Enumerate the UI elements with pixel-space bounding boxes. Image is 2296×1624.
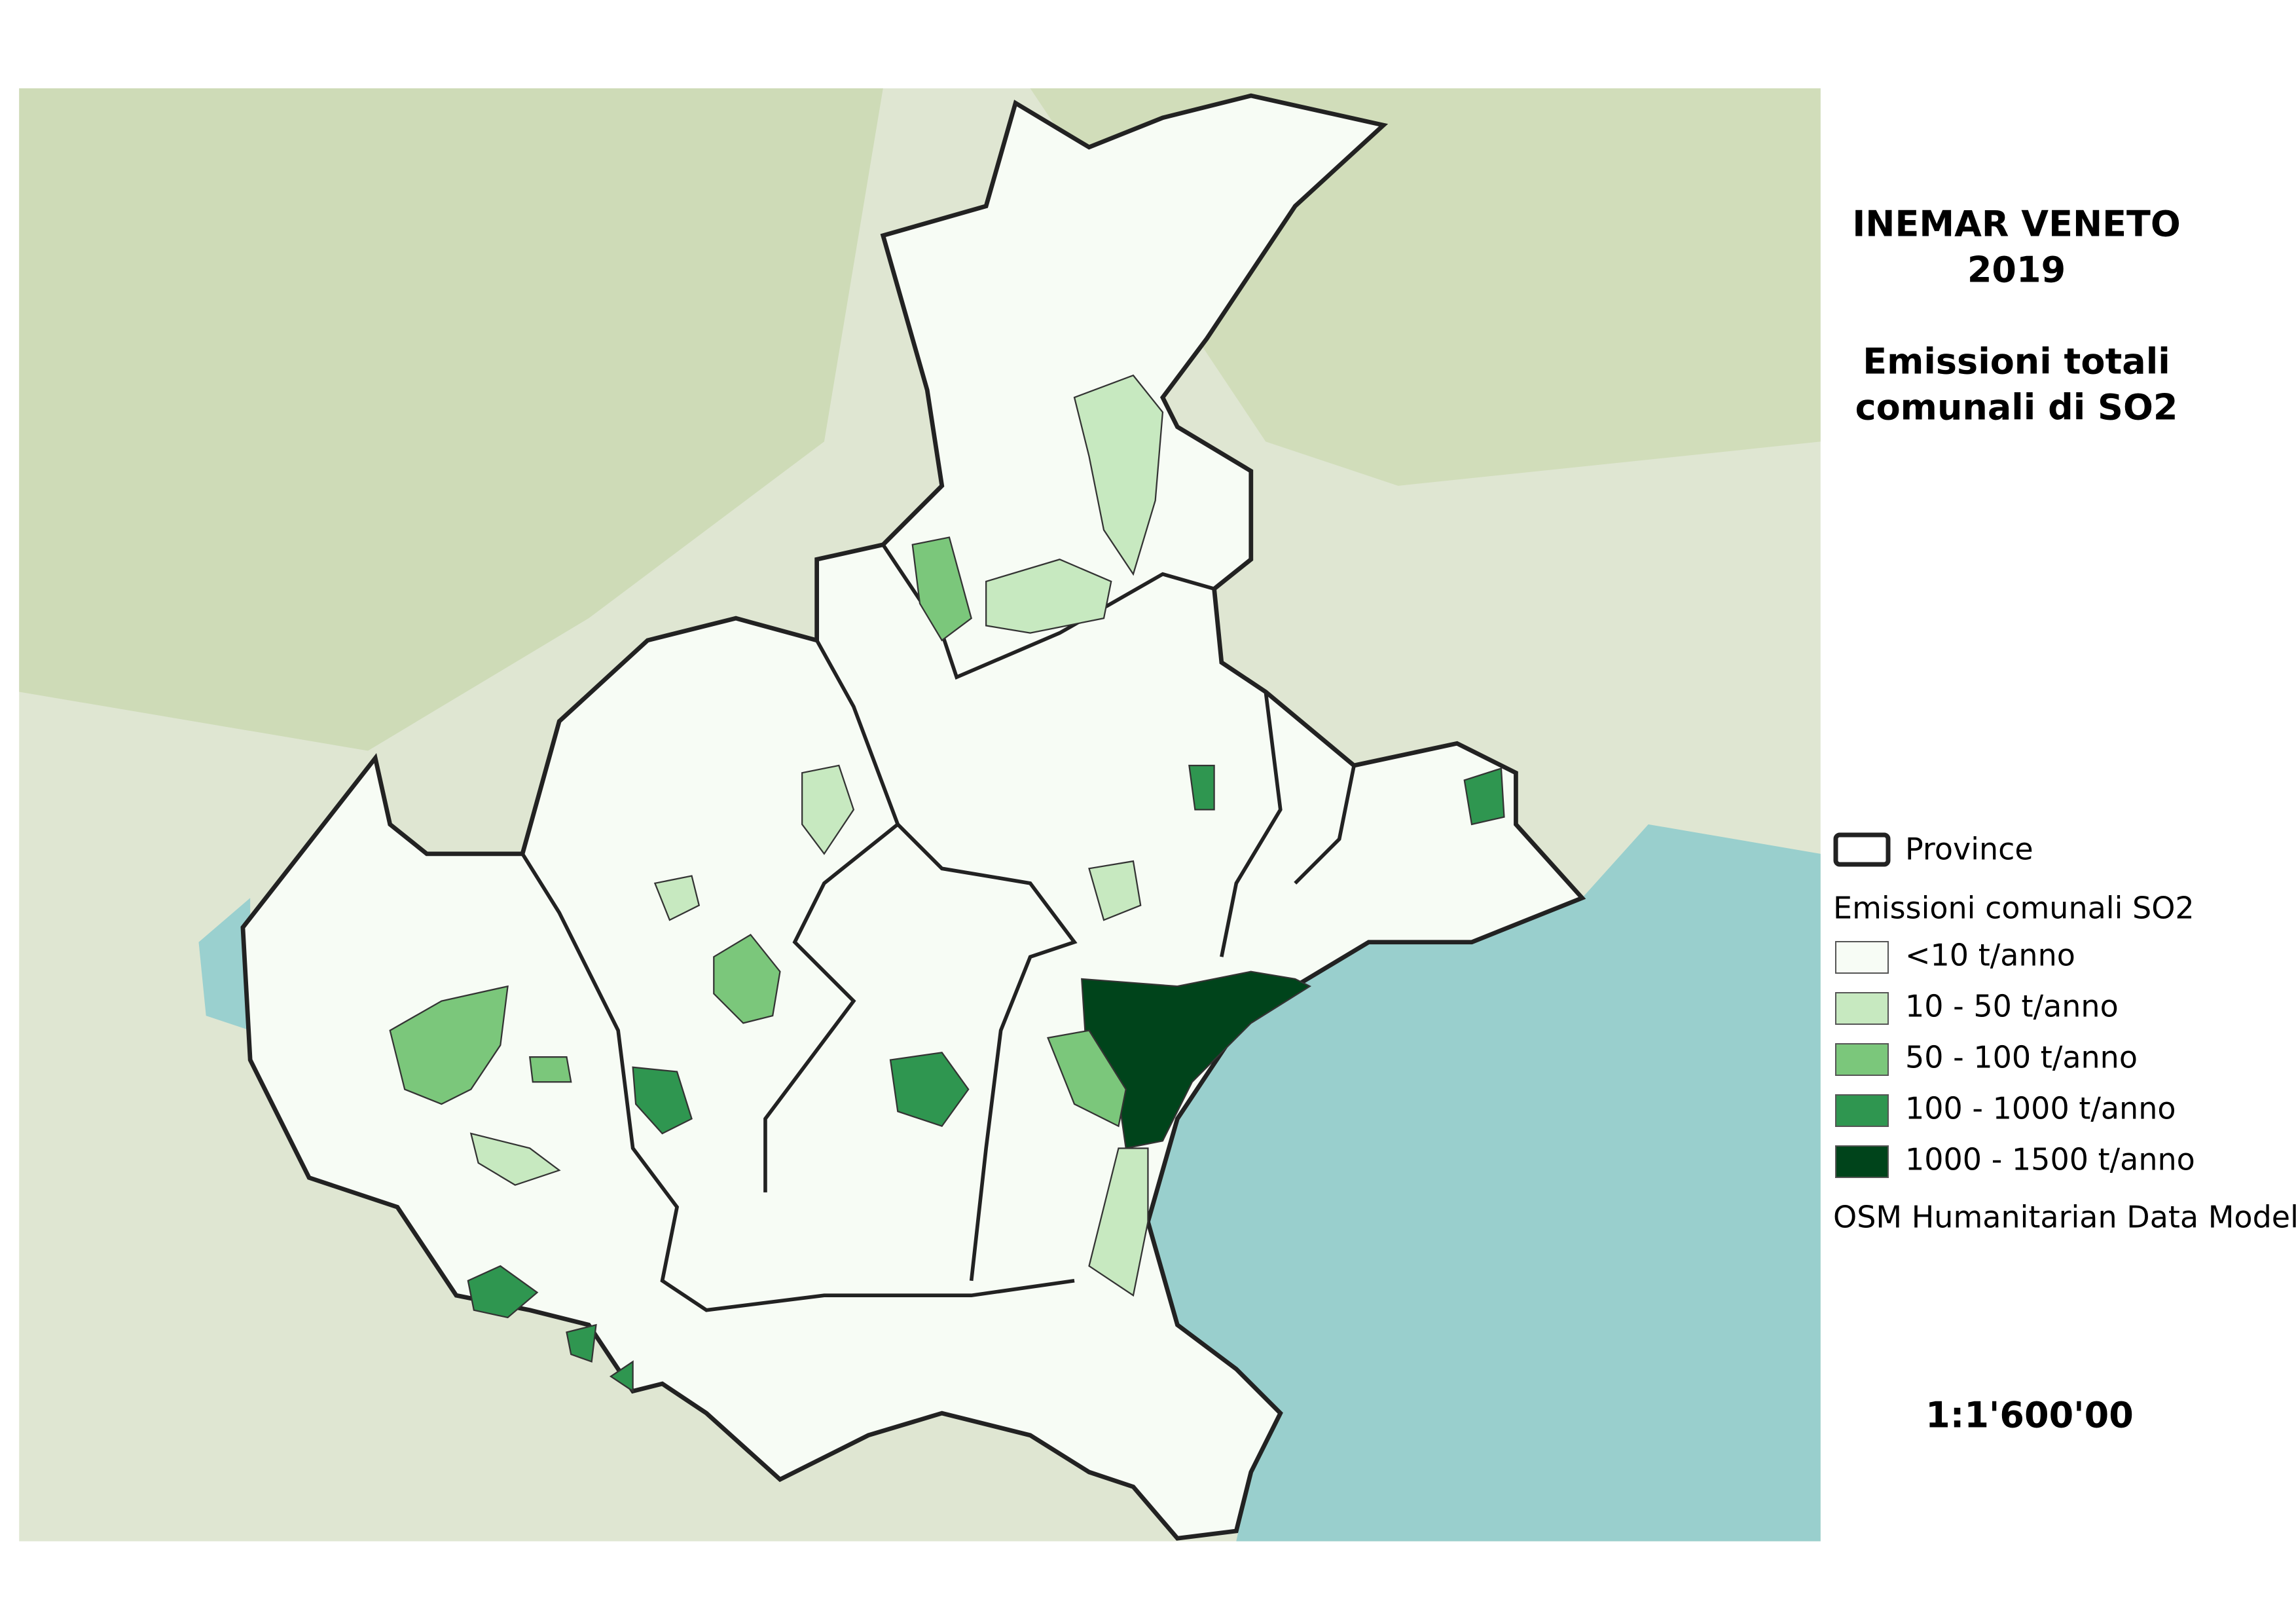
subtitle-line: comunali di SO2	[1855, 387, 2178, 428]
subtitle-line: Emissioni totali	[1863, 341, 2170, 382]
province-swatch	[1833, 832, 1891, 867]
legend-swatch	[1835, 992, 1889, 1025]
title-line: INEMAR VENETO	[1852, 204, 2181, 245]
legend-label: 50 - 100 t/anno	[1905, 1040, 2138, 1075]
scale-text: 1:1'600'00	[1925, 1395, 2134, 1436]
legend-swatch	[1835, 1094, 1889, 1127]
legend-swatch	[1835, 1145, 1889, 1178]
legend-swatch	[1835, 1043, 1889, 1076]
legend-label: 10 - 50 t/anno	[1905, 989, 2119, 1024]
map-frame	[19, 88, 1821, 1541]
legend-title: Emissioni comunali SO2	[1833, 891, 2195, 926]
legend-label: 1000 - 1500 t/anno	[1905, 1142, 2195, 1177]
legend-swatch	[1835, 941, 1889, 974]
legend-label: Province	[1905, 832, 2033, 867]
legend-classes: <10 t/anno 10 - 50 t/anno 50 - 100 t/anno 1…	[1835, 938, 2195, 1178]
legend-label: <10 t/anno	[1905, 938, 2075, 973]
veneto-region	[240, 93, 1586, 1541]
sea	[1148, 824, 1821, 1541]
municipalities	[389, 374, 1505, 1393]
legend-label: 100 - 1000 t/anno	[1905, 1091, 2176, 1126]
basemap-credit: OSM Humanitarian Data Model	[1833, 1200, 2296, 1235]
mountains	[19, 88, 883, 751]
title-line: 2019	[1967, 249, 2066, 291]
